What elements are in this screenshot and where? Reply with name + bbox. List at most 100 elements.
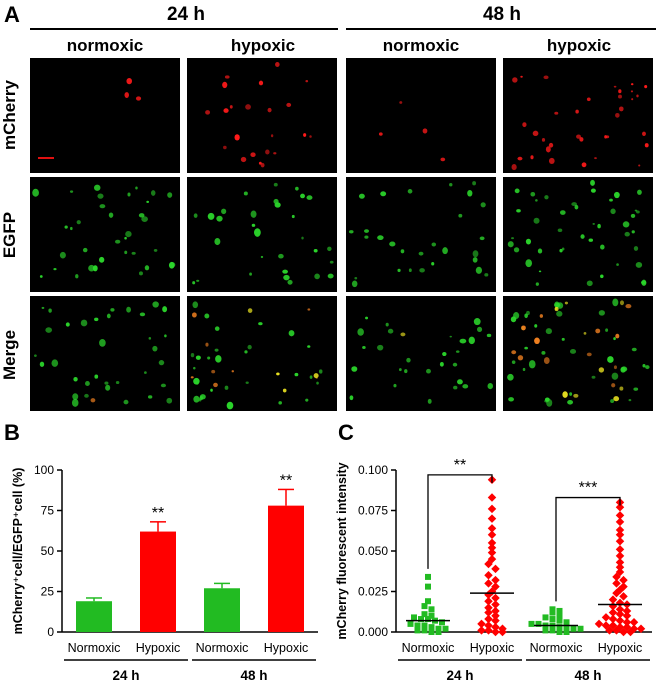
cell-dot — [561, 337, 565, 341]
cell-dot — [162, 306, 168, 313]
data-point — [477, 619, 486, 629]
cell-dot — [216, 215, 223, 222]
cell-dot — [144, 371, 147, 374]
cell-dot — [644, 85, 648, 89]
scatter-chart: 0.000 0.025 0.050 0.075 0.100 mCherry fluores… — [335, 457, 652, 683]
cell-dot — [245, 104, 251, 110]
cell-dot — [533, 217, 540, 224]
cell-dot — [166, 397, 173, 404]
cell-dot — [72, 393, 79, 400]
cell-dot — [135, 186, 138, 190]
data-point — [491, 564, 500, 574]
cell-dot — [530, 192, 536, 197]
cell-dot — [562, 391, 568, 398]
data-point — [425, 598, 431, 605]
data-point — [619, 575, 628, 585]
cell-dot — [362, 346, 366, 350]
data-point — [535, 620, 542, 627]
data-point — [421, 627, 428, 634]
cell-dot — [567, 399, 574, 405]
data-point — [615, 558, 625, 567]
cell-dot — [511, 350, 517, 355]
cell-dot — [329, 260, 334, 264]
cell-dot — [377, 235, 384, 241]
cell-dot — [431, 261, 435, 266]
cell-dot — [455, 350, 460, 353]
cell-dot — [126, 78, 133, 85]
cell-dot — [93, 184, 101, 191]
cell-dot — [610, 208, 616, 215]
cell-dot — [507, 373, 514, 381]
cell-dot — [70, 226, 73, 231]
cell-dot — [530, 155, 534, 160]
cell-dot — [234, 134, 240, 141]
panel-a-letter: A — [4, 2, 20, 27]
time-underline-24h — [30, 28, 338, 30]
cell-dot — [604, 135, 608, 139]
cell-dot — [85, 380, 90, 386]
cell-dot — [88, 264, 95, 272]
data-point — [411, 614, 417, 621]
cell-dot — [574, 204, 579, 210]
cell-dot — [537, 248, 543, 254]
cell-dot — [548, 157, 555, 165]
cell-dot — [611, 372, 619, 380]
cell-dot — [618, 89, 622, 94]
data-point — [428, 606, 435, 613]
data-point — [498, 627, 507, 637]
cell-dot — [467, 189, 473, 197]
cell-dot — [167, 192, 173, 198]
cell-dot — [618, 94, 622, 99]
cell-dot — [148, 395, 153, 399]
cell-dot — [196, 279, 200, 282]
data-point — [407, 620, 414, 627]
time-underline-48h — [346, 28, 656, 30]
cell-dot — [193, 395, 200, 403]
cell-dot — [564, 301, 568, 305]
data-point — [615, 517, 625, 527]
cell-dot — [305, 79, 309, 83]
micrograph-merge-48h-hypoxic — [503, 296, 653, 411]
cell-dot — [400, 249, 405, 254]
data-point — [421, 622, 428, 629]
cell-dot — [622, 221, 630, 228]
cell-dot — [510, 316, 517, 323]
cell-dot — [39, 275, 43, 278]
cell-dot — [313, 373, 319, 379]
panel-a-time-48h: 48 h — [482, 4, 522, 25]
cell-dot — [223, 108, 229, 113]
y-axis-label: mCherry⁺cell/EGFP⁺cell (%) — [11, 468, 25, 635]
cell-dot — [316, 381, 319, 385]
data-point — [563, 619, 570, 626]
cell-dot — [351, 280, 358, 288]
cell-dot — [575, 109, 579, 114]
cell-dot — [404, 369, 408, 374]
cell-dot — [306, 195, 313, 200]
cell-dot — [630, 213, 636, 218]
cell-dot — [442, 247, 448, 255]
cell-dot — [364, 235, 369, 239]
cell-dot — [472, 250, 479, 258]
data-point — [484, 621, 493, 630]
cell-dot — [282, 388, 287, 393]
significance-mark: ** — [280, 472, 292, 489]
cell-dot — [535, 282, 539, 286]
cell-dot — [422, 128, 428, 134]
data-point — [442, 625, 449, 632]
x-tick-label: Hypoxic — [264, 641, 308, 655]
y-tick-label: 0.100 — [358, 463, 388, 477]
significance-mark: ** — [454, 457, 466, 474]
cell-dot — [258, 322, 263, 326]
cell-dot — [260, 162, 265, 168]
cell-dot — [459, 338, 467, 344]
cell-dot — [295, 186, 299, 191]
cell-dot — [39, 361, 45, 367]
cell-dot — [452, 362, 458, 367]
cell-dot — [607, 356, 614, 363]
cell-dot — [522, 367, 526, 372]
cell-dot — [385, 322, 389, 327]
data-point — [491, 622, 500, 632]
cell-dot — [138, 213, 145, 218]
cell-dot — [288, 330, 295, 337]
micrograph-mcherry-24h-normoxic — [30, 58, 180, 173]
